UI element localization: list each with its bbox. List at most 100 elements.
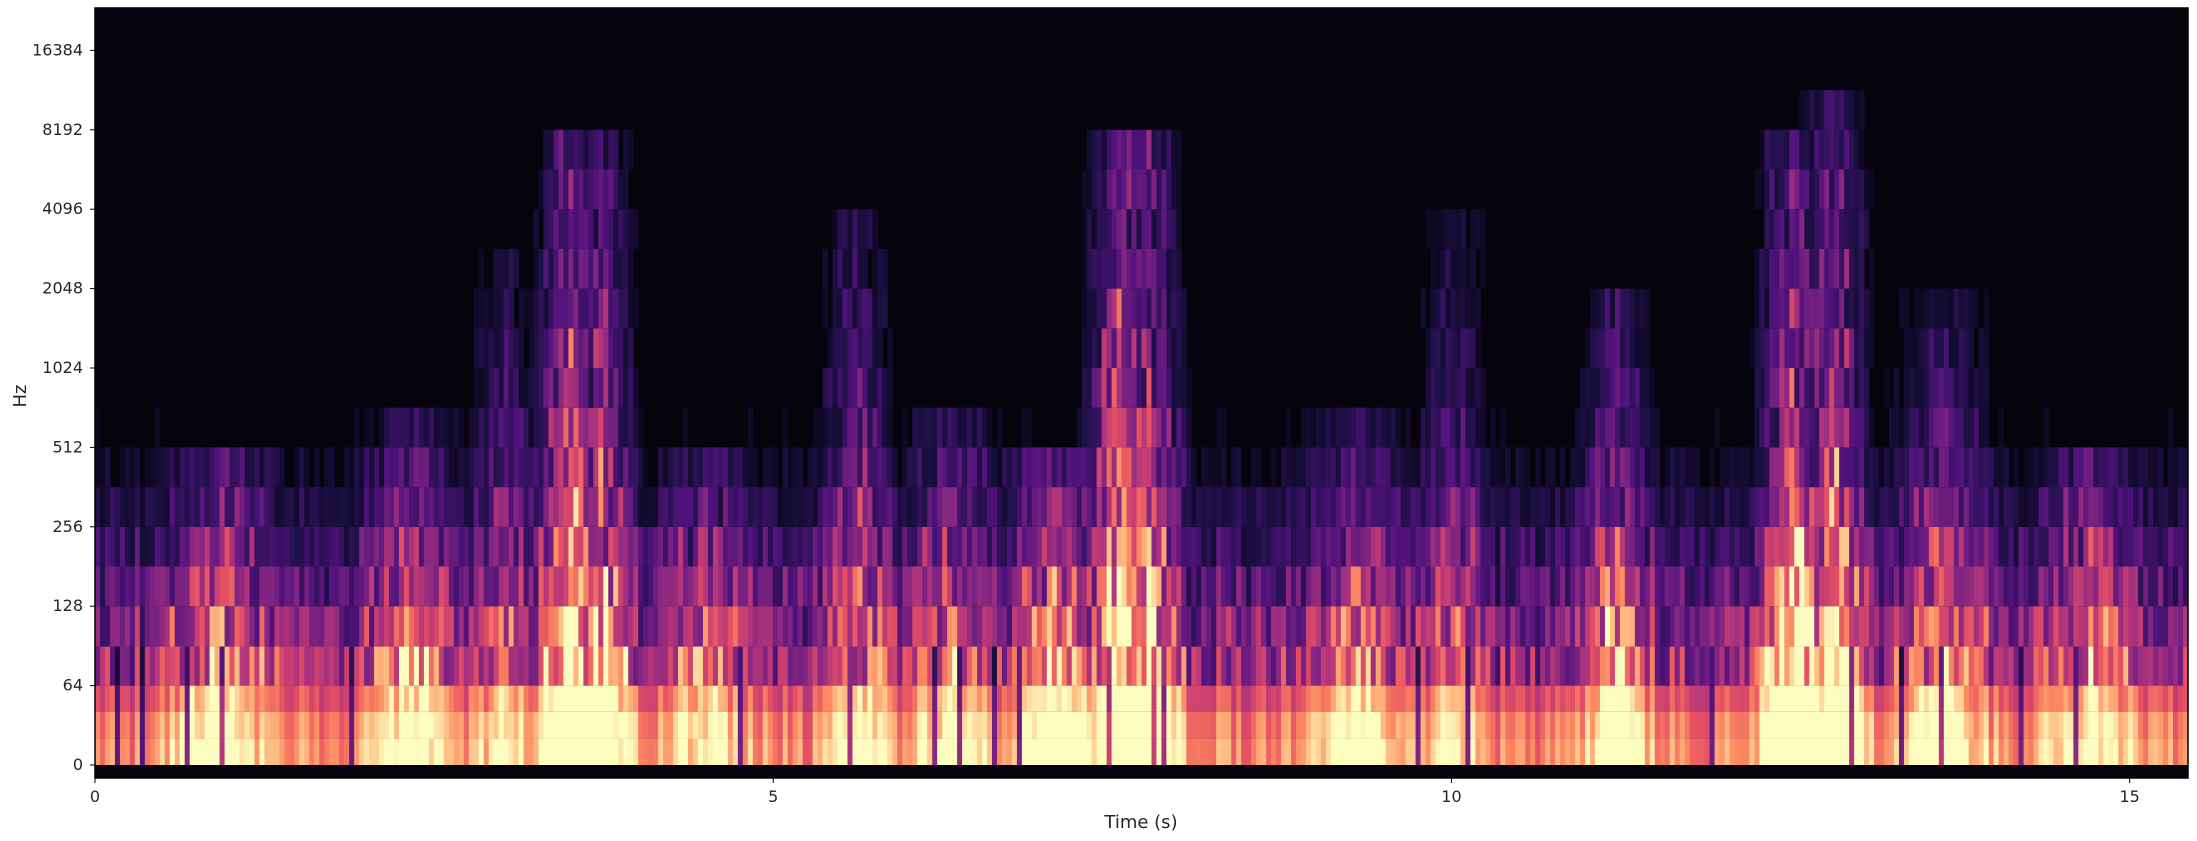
- spectrogram-cell: [2058, 711, 2064, 739]
- spectrogram-cell: [663, 646, 669, 686]
- spectrogram-cell: [259, 566, 265, 607]
- spectrogram-cell: [194, 711, 201, 739]
- spectrogram-cell: [1106, 129, 1112, 170]
- spectrogram-cell: [1400, 566, 1407, 607]
- spectrogram-cell: [1719, 646, 1725, 686]
- spectrogram-cell: [1958, 407, 1965, 448]
- spectrogram-cell: [1903, 646, 1910, 686]
- spectrogram-cell: [1590, 447, 1596, 488]
- spectrogram-cell: [1829, 646, 1835, 686]
- spectrogram-cell: [1550, 526, 1556, 567]
- spectrogram-cell: [1889, 606, 1895, 647]
- spectrogram-cell: [1624, 368, 1631, 408]
- spectrogram-cell: [1465, 646, 1471, 686]
- spectrogram-cell: [154, 407, 161, 448]
- spectrogram-cell: [418, 526, 425, 567]
- spectrogram-cell: [1031, 526, 1038, 567]
- spectrogram-cell: [1709, 487, 1715, 527]
- spectrogram-cell: [1699, 685, 1706, 712]
- spectrogram-cell: [2068, 526, 2074, 567]
- spectrogram-cell: [2053, 447, 2059, 488]
- spectrogram-cell: [209, 447, 215, 488]
- spectrogram-cell: [164, 606, 171, 647]
- spectrogram-cell: [1804, 526, 1810, 567]
- spectrogram-cell: [1116, 447, 1122, 488]
- spectrogram-cell: [638, 711, 644, 739]
- spectrogram-cell: [1400, 738, 1407, 765]
- spectrogram-cell: [842, 209, 848, 249]
- spectrogram-cell: [1634, 288, 1641, 329]
- spectrogram-cell: [503, 447, 510, 488]
- spectrogram-cell: [1181, 487, 1187, 527]
- spectrogram-cell: [1081, 487, 1088, 527]
- spectrogram-cell: [608, 487, 614, 527]
- spectrogram-cell: [1495, 606, 1501, 647]
- spectrogram-cell: [1814, 328, 1820, 368]
- spectrogram-cell: [832, 209, 838, 249]
- spectrogram-cell: [528, 288, 534, 329]
- spectrogram-cell: [862, 738, 868, 765]
- spectrogram-cell: [1181, 685, 1187, 712]
- spectrogram-cell: [1958, 566, 1965, 607]
- spectrogram-cell: [1256, 711, 1262, 739]
- spectrogram-cell: [832, 447, 838, 488]
- spectrogram-cell: [179, 447, 186, 488]
- spectrogram-cell: [2113, 685, 2119, 712]
- spectrogram-cell: [234, 685, 240, 712]
- spectrogram-cell: [1545, 526, 1551, 567]
- spectrogram-cell: [1236, 487, 1242, 527]
- spectrogram-cell: [1365, 738, 1372, 765]
- spectrogram-cell: [319, 646, 325, 686]
- spectrogram-cell: [1291, 487, 1297, 527]
- spectrogram-cell: [598, 288, 604, 329]
- spectrogram-cell: [1669, 606, 1676, 647]
- spectrogram-cell: [1580, 407, 1586, 448]
- spectrogram-cell: [2108, 487, 2114, 527]
- spectrogram-cell: [957, 526, 963, 567]
- spectrogram-cell: [548, 606, 554, 647]
- spectrogram-cell: [1599, 646, 1606, 686]
- spectrogram-cell: [423, 711, 430, 739]
- spectrogram-cell: [1859, 209, 1865, 249]
- spectrogram-cell: [1555, 606, 1561, 647]
- spectrogram-cell: [2033, 526, 2039, 567]
- spectrogram-cell: [2068, 606, 2074, 647]
- spectrogram-cell: [453, 566, 460, 607]
- spectrogram-cell: [1455, 526, 1461, 567]
- spectrogram-cell: [1774, 646, 1780, 686]
- spectrogram-cell: [1151, 328, 1157, 368]
- spectrogram-cell: [1814, 526, 1820, 567]
- spectrogram-cell: [1694, 738, 1701, 765]
- spectrogram-cell: [1395, 407, 1402, 448]
- spectrogram-cell: [369, 711, 375, 739]
- spectrogram-cell: [478, 646, 485, 686]
- spectrogram-cell: [553, 487, 559, 527]
- spectrogram-cell: [543, 328, 549, 368]
- spectrogram-cell: [1330, 566, 1337, 607]
- spectrogram-cell: [1679, 738, 1686, 765]
- spectrogram-cell: [1450, 566, 1456, 607]
- spectrogram-cell: [1983, 288, 1990, 329]
- spectrogram-cell: [1046, 566, 1053, 607]
- spectrogram-cell: [618, 407, 624, 448]
- spectrogram-cell: [179, 487, 186, 527]
- spectrogram-cell: [942, 407, 948, 448]
- spectrogram-cell: [558, 606, 564, 647]
- spectrogram-cell: [807, 711, 813, 739]
- spectrogram-cell: [1580, 711, 1586, 739]
- spectrogram-cell: [1086, 288, 1093, 329]
- spectrogram-cell: [827, 738, 833, 765]
- spectrogram-cell: [413, 526, 420, 567]
- spectrogram-cell: [174, 685, 181, 712]
- spectrogram-cell: [513, 526, 519, 567]
- spectrogram-cell: [727, 711, 734, 739]
- spectrogram-cell: [847, 711, 853, 739]
- spectrogram-cell: [1908, 487, 1915, 527]
- spectrogram-cell: [518, 407, 524, 448]
- spectrogram-cell: [987, 447, 993, 488]
- spectrogram-cell: [1639, 487, 1646, 527]
- spectrogram-cell: [613, 646, 619, 686]
- spectrogram-cell: [1166, 487, 1172, 527]
- spectrogram-cell: [1585, 328, 1591, 368]
- spectrogram-cell: [1091, 738, 1098, 765]
